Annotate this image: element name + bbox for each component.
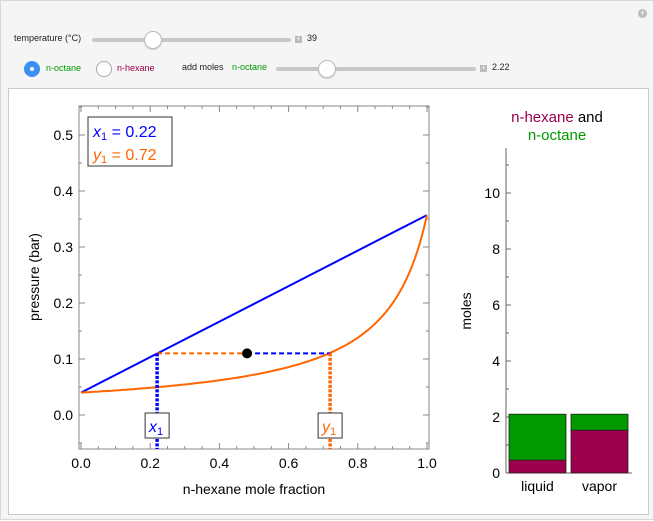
- bar-category-label: liquid: [521, 478, 554, 494]
- add-moles-slider[interactable]: [276, 60, 476, 78]
- x-tick-label: 0.8: [348, 455, 368, 471]
- add-moles-value: 2.22: [492, 62, 510, 72]
- x-tick-label: 0.4: [210, 455, 230, 471]
- y-tick-label: 0.5: [54, 127, 74, 143]
- bar-vapor-octane: [570, 413, 629, 431]
- x-tick-label: 0.0: [71, 455, 91, 471]
- overall-composition-point: [242, 348, 253, 359]
- bar-title-line2: n-octane: [528, 127, 586, 144]
- bar-y-tick-label: 8: [492, 241, 500, 257]
- bar-y-tick-label: 0: [492, 465, 500, 481]
- x-tick-label: 0.2: [140, 455, 160, 471]
- x1-marker-box: [144, 412, 170, 439]
- bar-category-label: vapor: [582, 478, 617, 494]
- legend-x1: x1 = 0.22: [92, 124, 157, 143]
- legend-box: [87, 116, 173, 167]
- add-moles-expand-button[interactable]: +: [480, 65, 487, 72]
- y1-marker-box: [317, 412, 343, 439]
- bar-vapor-hexane: [570, 429, 629, 474]
- y-tick-label: 0.2: [54, 295, 74, 311]
- bar-y-tick-label: 10: [484, 185, 500, 201]
- temperature-slider[interactable]: [92, 31, 291, 49]
- x-tick-label: 0.6: [279, 455, 299, 471]
- bar-y-tick-label: 6: [492, 297, 500, 313]
- options-plus-icon[interactable]: +: [638, 8, 647, 18]
- radio-n-hexane[interactable]: [96, 61, 112, 77]
- bar-liquid-hexane: [508, 459, 567, 474]
- x-axis-label: n-hexane mole fraction: [183, 481, 325, 497]
- dew-curve: [80, 214, 428, 394]
- bubble-line: [80, 214, 428, 394]
- y-tick-label: 0.0: [54, 407, 74, 423]
- temperature-slider-knob[interactable]: [143, 31, 162, 49]
- add-moles-label: add moles: [182, 62, 224, 72]
- y-axis-label: pressure (bar): [26, 233, 42, 321]
- bar-liquid-octane: [508, 413, 567, 461]
- radio-n-hexane-label[interactable]: n-hexane: [117, 63, 155, 73]
- radio-n-octane[interactable]: [24, 61, 40, 77]
- x-tick-label: 1.0: [417, 455, 437, 471]
- y-tick-label: 0.1: [54, 351, 74, 367]
- y-tick-label: 0.4: [54, 183, 74, 199]
- legend-y1: y1 = 0.72: [92, 147, 157, 166]
- bar-title-line1: n-hexane and: [511, 109, 603, 126]
- add-moles-slider-knob[interactable]: [318, 60, 336, 78]
- temperature-label: temperature (°C): [14, 33, 82, 43]
- y-tick-label: 0.3: [54, 239, 74, 255]
- bar-y-tick-label: 2: [492, 409, 500, 425]
- bar-y-axis-label: moles: [458, 292, 474, 329]
- bar-y-tick-label: 4: [492, 353, 500, 369]
- temperature-expand-button[interactable]: +: [295, 36, 302, 43]
- add-moles-species: n-octane: [232, 62, 268, 72]
- temperature-value: 39: [307, 33, 318, 43]
- radio-n-octane-label[interactable]: n-octane: [46, 63, 82, 73]
